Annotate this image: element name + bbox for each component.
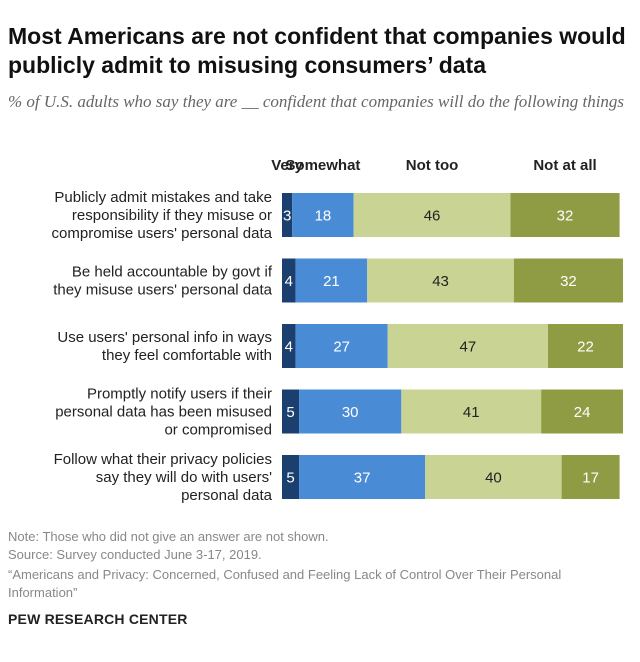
bar-somewhat bbox=[299, 389, 402, 434]
org-name: PEW RESEARCH CENTER bbox=[8, 611, 188, 627]
legend-not-at-all: Not at all bbox=[533, 157, 596, 174]
data-label-very: 4 bbox=[285, 339, 293, 356]
bar-somewhat bbox=[292, 193, 354, 237]
footer-note: Note: Those who did not give an answer a… bbox=[8, 529, 329, 544]
bar-somewhat bbox=[295, 258, 368, 303]
legend-somewhat: Somewhat bbox=[285, 157, 360, 174]
legend-not-too: Not too bbox=[406, 157, 458, 174]
bar-not-too bbox=[387, 324, 548, 368]
data-label-very: 4 bbox=[285, 273, 293, 290]
bar-not-at-all bbox=[561, 455, 620, 499]
bar-not-too bbox=[425, 455, 562, 499]
data-label-not-too: 46 bbox=[424, 208, 441, 225]
bar-very bbox=[282, 193, 293, 237]
bar-not-too bbox=[401, 389, 542, 434]
bar-not-too bbox=[353, 193, 511, 237]
data-label-not-too: 41 bbox=[463, 404, 480, 421]
data-label-somewhat: 18 bbox=[315, 208, 332, 225]
data-label-not-at-all: 32 bbox=[560, 273, 577, 290]
category-label: Be held accountable by govt if they misus… bbox=[53, 264, 273, 299]
data-label-not-too: 43 bbox=[432, 273, 449, 290]
data-label-very: 5 bbox=[286, 470, 294, 487]
bar-very bbox=[282, 324, 296, 368]
data-label-somewhat: 30 bbox=[342, 404, 359, 421]
legend-very: Very bbox=[271, 157, 303, 174]
data-label-not-at-all: 22 bbox=[577, 339, 594, 356]
bar-not-at-all bbox=[510, 193, 620, 237]
data-label-very: 5 bbox=[286, 404, 294, 421]
footer-report: “Americans and Privacy: Concerned, Confu… bbox=[8, 567, 562, 600]
bar-not-at-all bbox=[513, 258, 623, 303]
data-label-somewhat: 37 bbox=[354, 470, 371, 487]
chart-subtitle: % of U.S. adults who say they are __ con… bbox=[8, 92, 625, 111]
data-label-not-too: 47 bbox=[460, 339, 477, 356]
bar-very bbox=[282, 258, 296, 303]
category-label: Use users' personal info in ways they fee… bbox=[57, 329, 272, 364]
category-label: Publicly admit mistakes and take responsi… bbox=[52, 189, 273, 242]
chart-title: Most Americans are not confident that co… bbox=[8, 23, 626, 78]
data-label-somewhat: 21 bbox=[323, 273, 340, 290]
data-label-not-at-all: 32 bbox=[557, 208, 574, 225]
footer-source: Source: Survey conducted June 3-17, 2019… bbox=[8, 547, 262, 562]
data-label-very: 3 bbox=[283, 208, 291, 225]
bar-not-too bbox=[367, 258, 514, 303]
bar-somewhat bbox=[295, 324, 388, 368]
bar-somewhat bbox=[299, 455, 426, 499]
bar-not-at-all bbox=[541, 389, 623, 434]
category-label: Follow what their privacy policies say th… bbox=[54, 451, 273, 504]
data-label-not-at-all: 24 bbox=[574, 404, 591, 421]
data-label-not-too: 40 bbox=[485, 470, 502, 487]
bar-very bbox=[282, 389, 300, 434]
bar-not-at-all bbox=[547, 324, 623, 368]
bar-very bbox=[282, 455, 300, 499]
category-label: Promptly notify users if their personal d… bbox=[55, 386, 272, 439]
data-label-somewhat: 27 bbox=[333, 339, 350, 356]
data-label-not-at-all: 17 bbox=[582, 470, 599, 487]
